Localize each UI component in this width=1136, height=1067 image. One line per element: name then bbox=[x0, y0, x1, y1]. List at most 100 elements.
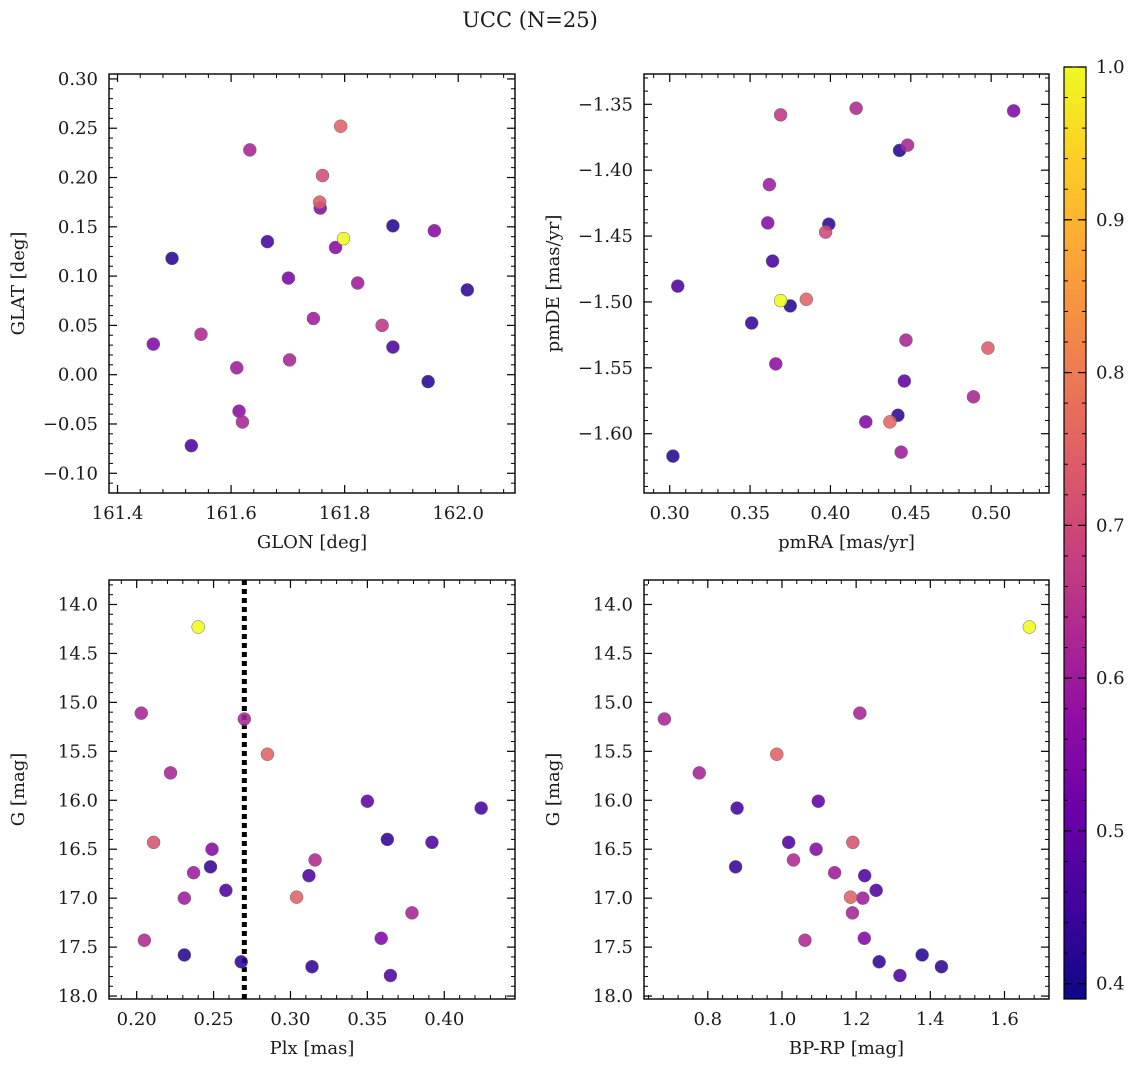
x-tick-label: 0.25 bbox=[194, 1009, 234, 1030]
scatter-point bbox=[827, 865, 842, 880]
colorbar-tick-label: 0.4 bbox=[1096, 974, 1125, 995]
scatter-point bbox=[846, 835, 860, 850]
scatter-point bbox=[809, 842, 823, 856]
x-tick-label: 0.8 bbox=[693, 1009, 722, 1030]
scatter-point bbox=[474, 801, 488, 815]
y-tick-label: 0.30 bbox=[58, 69, 98, 90]
scatter-point bbox=[386, 340, 400, 354]
y-tick-label: 14.5 bbox=[58, 643, 98, 664]
y-tick-label: 18.0 bbox=[58, 986, 98, 1007]
x-tick-label: 161.8 bbox=[319, 503, 371, 524]
y-tick-label: 15.5 bbox=[593, 741, 633, 762]
colorbar-tick-label: 0.5 bbox=[1096, 821, 1125, 842]
scatter-point bbox=[234, 955, 249, 969]
x-tick-label: 0.20 bbox=[117, 1009, 157, 1030]
y-axis-label: G [mag] bbox=[8, 753, 29, 826]
x-tick-label: 161.6 bbox=[205, 503, 257, 524]
colorbar-gradient bbox=[1063, 66, 1087, 1000]
scatter-point bbox=[1006, 104, 1021, 118]
scatter-point bbox=[146, 835, 161, 850]
scatter-point bbox=[177, 891, 192, 905]
scatter-point bbox=[235, 415, 250, 429]
y-tick-label: 0.20 bbox=[58, 168, 98, 189]
scatter-point bbox=[798, 933, 812, 948]
x-tick-label: 0.35 bbox=[347, 1009, 387, 1030]
scatter-point bbox=[333, 119, 348, 134]
plot-frame bbox=[108, 73, 516, 494]
scatter-point bbox=[243, 143, 257, 157]
scatter-point bbox=[883, 415, 897, 429]
scatter-point bbox=[843, 890, 858, 904]
y-tick-label: −1.50 bbox=[578, 292, 633, 313]
scatter-point bbox=[786, 853, 801, 867]
y-tick-label: 16.5 bbox=[593, 839, 633, 860]
y-tick-label: −1.35 bbox=[578, 94, 633, 115]
scatter-point bbox=[773, 293, 788, 308]
y-tick-label: 0.00 bbox=[58, 365, 98, 386]
scatter-point bbox=[308, 853, 322, 867]
scatter-point bbox=[237, 712, 252, 726]
x-tick-label: 162.0 bbox=[432, 503, 484, 524]
x-tick-label: 0.40 bbox=[424, 1009, 464, 1030]
plot-frame bbox=[643, 73, 1050, 494]
scatter-point bbox=[380, 832, 395, 847]
scatter-point bbox=[799, 292, 814, 307]
scatter-point bbox=[386, 219, 400, 233]
colorbar-tick-label: 1.0 bbox=[1096, 57, 1125, 78]
scatter-point bbox=[425, 835, 439, 850]
y-axis-label: GLAT [deg] bbox=[8, 232, 29, 336]
scatter-point bbox=[730, 801, 744, 815]
scatter-point bbox=[900, 138, 915, 152]
figure-title: UCC (N=25) bbox=[462, 8, 598, 32]
y-axis-label: G [mag] bbox=[543, 753, 564, 826]
scatter-point bbox=[336, 231, 351, 246]
y-tick-label: 17.5 bbox=[593, 937, 633, 958]
scatter-point bbox=[770, 747, 784, 762]
scatter-point bbox=[769, 357, 783, 371]
scatter-point bbox=[230, 361, 244, 375]
y-tick-label: −1.55 bbox=[578, 358, 633, 379]
y-tick-label: −0.05 bbox=[43, 414, 98, 435]
plot-frame bbox=[643, 579, 1050, 1000]
scatter-point bbox=[137, 933, 152, 948]
scatter-point bbox=[219, 883, 233, 898]
y-tick-label: 14.5 bbox=[593, 643, 633, 664]
x-tick-label: 1.2 bbox=[842, 1009, 871, 1030]
plot-frame bbox=[108, 579, 516, 1000]
x-tick-label: 1.4 bbox=[916, 1009, 945, 1030]
x-tick-label: 0.45 bbox=[891, 503, 931, 524]
scatter-point bbox=[306, 311, 321, 326]
scatter-point bbox=[312, 195, 327, 209]
scatter-point bbox=[405, 906, 419, 920]
y-tick-label: 16.5 bbox=[58, 839, 98, 860]
scatter-point bbox=[899, 333, 913, 347]
scatter-point bbox=[966, 390, 981, 404]
scatter-point bbox=[134, 706, 149, 720]
x-axis-label: BP-RP [mag] bbox=[789, 1038, 904, 1059]
scatter-point bbox=[845, 906, 860, 920]
colorbar-tick-label: 0.6 bbox=[1096, 668, 1125, 689]
scatter-point bbox=[374, 931, 388, 946]
x-tick-label: 1.6 bbox=[990, 1009, 1019, 1030]
scatter-point bbox=[203, 860, 218, 874]
x-axis-label: GLON [deg] bbox=[257, 532, 367, 553]
y-tick-label: 17.0 bbox=[593, 888, 633, 909]
scatter-point bbox=[894, 445, 908, 459]
x-tick-label: 0.35 bbox=[730, 503, 770, 524]
scatter-point bbox=[857, 931, 872, 946]
scatter-point bbox=[869, 883, 883, 898]
y-tick-label: 17.5 bbox=[58, 937, 98, 958]
scatter-point bbox=[666, 449, 680, 463]
scatter-point bbox=[315, 168, 330, 183]
panel-glon-glat: 161.4 161.6 161.8 162.0 −0.10 −0.05 0.00 0.05 0.… bbox=[8, 69, 516, 553]
y-tick-label: 0.25 bbox=[58, 118, 98, 139]
y-tick-label: 14.0 bbox=[58, 594, 98, 615]
scatter-point bbox=[671, 279, 685, 293]
scatter-point bbox=[692, 766, 707, 780]
scatter-point bbox=[818, 225, 833, 239]
scatter-point bbox=[761, 216, 775, 230]
scatter-point bbox=[872, 955, 886, 969]
x-tick-label: 161.4 bbox=[92, 503, 144, 524]
scatter-point bbox=[657, 712, 672, 726]
